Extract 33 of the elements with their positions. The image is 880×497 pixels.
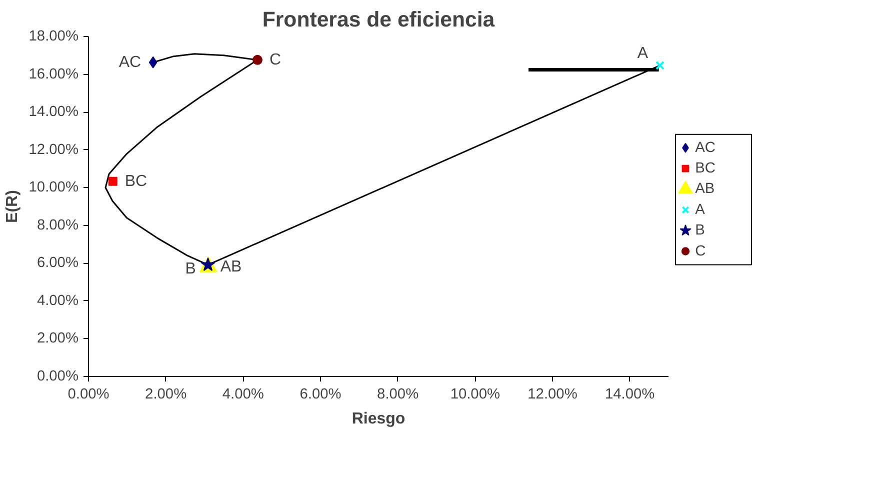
y-tick-label: 0.00% [36,368,79,384]
y-tick-label: 14.00% [28,104,79,120]
x-tick-label: 0.00% [68,386,110,402]
text: C [269,51,282,68]
x-tick-label: 10.00% [450,386,500,402]
x-tick-label: 4.00% [222,386,264,402]
legend-label: AB [695,181,715,198]
x-axis-title: Riesgo [352,410,406,428]
text: BC [124,172,148,190]
legend-label: B [695,222,705,239]
legend-label: AC [695,140,716,156]
legend-label: C [695,243,706,260]
x-tick-label: 14.00% [604,386,655,402]
chart-title: Fronteras de eficiencia [262,8,495,32]
text: AC [118,54,142,71]
y-tick-label: 2.00% [36,330,79,347]
x-tick-label: 12.00% [528,386,578,402]
text: B [185,260,196,278]
y-tick-label: 16.00% [28,66,79,82]
y-tick-label: 12.00% [28,142,79,158]
x-tick-label: 8.00% [377,386,419,402]
y-tick-label: 18.00% [28,28,79,44]
text: AB [220,258,242,276]
y-tick-label: 10.00% [28,180,79,196]
y-tick-label: 8.00% [36,217,79,234]
text: A [637,44,648,62]
legend-label: BC [695,160,716,177]
y-tick-label: 6.00% [36,255,79,272]
y-tick-label: 4.00% [36,292,79,309]
legend-label: A [695,202,706,218]
y-axis-title: E(R) [4,190,21,223]
x-tick-label: 6.00% [300,386,342,402]
x-tick-label: 2.00% [145,386,187,402]
